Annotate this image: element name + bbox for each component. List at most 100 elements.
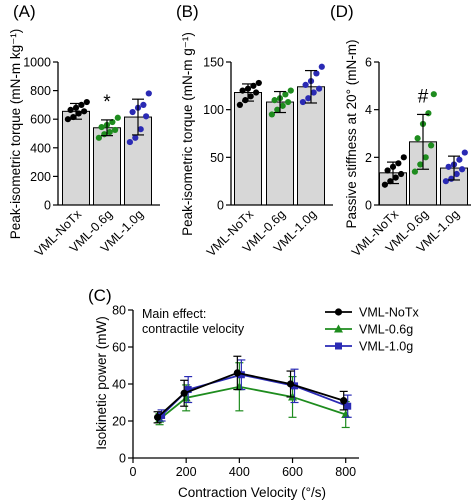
bar	[62, 110, 90, 206]
data-point	[247, 93, 254, 100]
data-point	[271, 97, 278, 104]
x-tick-label: 200	[176, 465, 197, 479]
data-point	[456, 156, 463, 163]
panel-label: (B)	[176, 2, 199, 21]
data-point	[274, 106, 281, 113]
data-point	[414, 135, 421, 142]
bar	[234, 92, 262, 206]
series-group	[153, 355, 348, 424]
data-point	[236, 101, 243, 108]
significance-marker: #	[418, 86, 429, 107]
y-tick-label: 0	[365, 199, 372, 213]
data-point	[428, 142, 435, 149]
series-marker	[237, 371, 245, 379]
x-axis-label: Contraction Velocity (°/s)	[178, 485, 326, 500]
data-point	[239, 87, 246, 94]
data-point	[430, 91, 437, 98]
data-point	[78, 101, 85, 108]
legend-label: VML-1.0g	[359, 340, 413, 354]
series-marker	[340, 397, 348, 405]
y-tick-label: 0	[44, 199, 51, 213]
y-tick-label: 50	[210, 151, 224, 165]
x-tick-label: 400	[229, 465, 250, 479]
y-tick-label: 60	[112, 341, 126, 355]
bar-panel: (D)#0246VML-NoTxVML-0.6gVML-1.0gPassive …	[330, 2, 471, 259]
y-tick-label: 0	[217, 199, 224, 213]
data-point	[129, 108, 136, 116]
data-point	[411, 168, 418, 175]
annotation-text: contractile velocity	[142, 322, 245, 336]
data-point	[285, 98, 292, 106]
y-tick-label: 40	[112, 378, 126, 392]
data-point	[64, 116, 71, 123]
data-point	[299, 98, 306, 106]
y-tick-label: 20	[112, 415, 126, 429]
data-point	[425, 110, 432, 117]
series-marker	[334, 308, 343, 316]
data-point	[287, 87, 294, 94]
data-point	[395, 160, 402, 167]
panel-label: (A)	[13, 2, 36, 21]
bar-panel: (B)050100150VML-NoTxVML-0.6gVML-1.0gPeak…	[176, 2, 333, 259]
x-tick-label: 0	[130, 465, 137, 479]
data-point	[381, 181, 388, 188]
legend-label: VML-0.6g	[359, 323, 413, 337]
data-point	[253, 89, 260, 96]
y-tick-label: 80	[112, 304, 126, 318]
data-point	[143, 113, 150, 120]
data-point	[310, 89, 317, 96]
panel-label: (D)	[330, 2, 354, 21]
data-point	[114, 114, 121, 121]
series-marker	[335, 342, 342, 350]
data-point	[461, 149, 468, 156]
data-point	[302, 81, 309, 88]
data-point	[305, 95, 312, 102]
data-point	[318, 63, 325, 70]
data-point	[126, 138, 133, 146]
legend: VML-NoTx VML-0.6g VML-1.0g	[325, 306, 419, 354]
data-point	[384, 167, 391, 174]
y-tick-label: 800	[30, 84, 51, 98]
series-marker	[233, 369, 241, 377]
data-point	[98, 123, 105, 131]
data-point	[442, 178, 449, 185]
data-point	[422, 154, 429, 161]
y-tick-label: 0	[119, 452, 126, 466]
series-marker	[334, 324, 343, 333]
y-axis-label: Peak-isometric torque (mN-m kg⁻¹)	[8, 29, 23, 239]
y-axis-label: Isokinetic power (mW)	[94, 316, 109, 450]
data-point	[445, 163, 452, 170]
data-point	[83, 98, 90, 106]
series-marker	[344, 402, 352, 410]
data-point	[392, 174, 399, 181]
data-point	[400, 154, 407, 161]
y-tick-label: 6	[365, 56, 372, 70]
y-tick-label: 100	[203, 103, 224, 117]
data-point	[398, 170, 405, 178]
data-point	[67, 106, 74, 114]
data-point	[459, 166, 466, 173]
bar	[297, 86, 325, 206]
y-axis-label: Peak-isometric torque (mN-m g⁻¹)	[180, 32, 195, 236]
series-marker	[180, 389, 188, 397]
series-marker	[158, 411, 166, 419]
y-tick-label: 4	[365, 103, 372, 117]
bar-panel: (A)*02004006008001000VML-NoTxVML-0.6gVML…	[8, 2, 160, 259]
data-point	[279, 102, 286, 109]
data-point	[95, 134, 102, 141]
data-point	[81, 108, 88, 115]
series-marker	[184, 386, 192, 394]
data-point	[132, 134, 139, 141]
data-point	[255, 79, 262, 87]
x-tick-label: 600	[282, 465, 303, 479]
y-tick-label: 150	[203, 56, 224, 70]
y-axis-label: Passive stiffness at 20° (mN-m)	[344, 40, 359, 229]
data-point	[313, 70, 320, 77]
y-tick-label: 400	[30, 141, 51, 155]
panel-label: (C)	[88, 286, 112, 305]
x-tick-label: 800	[335, 465, 356, 479]
data-point	[75, 110, 82, 117]
data-point	[417, 161, 424, 168]
data-point	[137, 126, 144, 133]
